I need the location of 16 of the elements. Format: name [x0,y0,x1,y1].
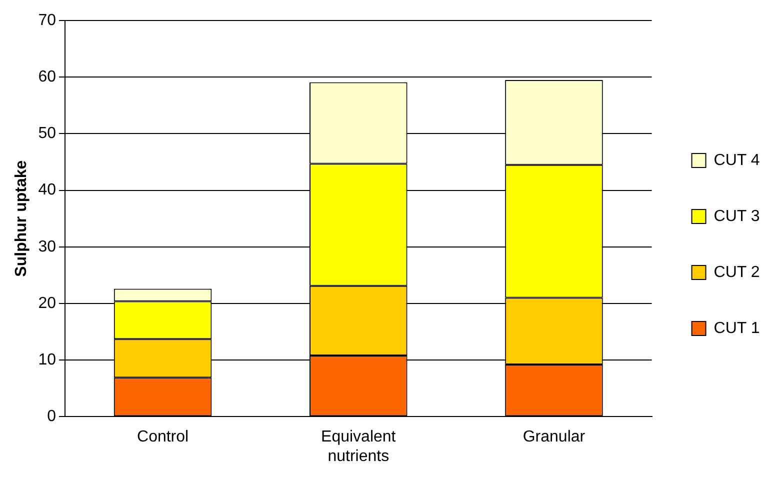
y-tick-label: 10 [38,351,56,368]
x-tick-label: Control [137,428,189,446]
x-tick-label: Equivalent nutrients [321,428,396,465]
y-tick-label: 70 [38,12,56,30]
legend-label: CUT 3 [714,208,760,225]
x-tick-label: Granular [522,428,586,446]
y-tick-label: 20 [38,294,56,312]
legend-label: CUT 4 [714,152,760,169]
y-axis-title: Sulphur uptake [13,160,30,277]
legend-label: CUT 1 [714,320,760,337]
y-tick-label: 40 [38,182,56,199]
y-tick-label: 50 [38,125,56,142]
y-tick-label: 0 [47,408,56,426]
y-tick-label: 30 [38,238,56,256]
legend-label: CUT 2 [714,264,760,281]
y-tick-label: 60 [38,68,56,86]
